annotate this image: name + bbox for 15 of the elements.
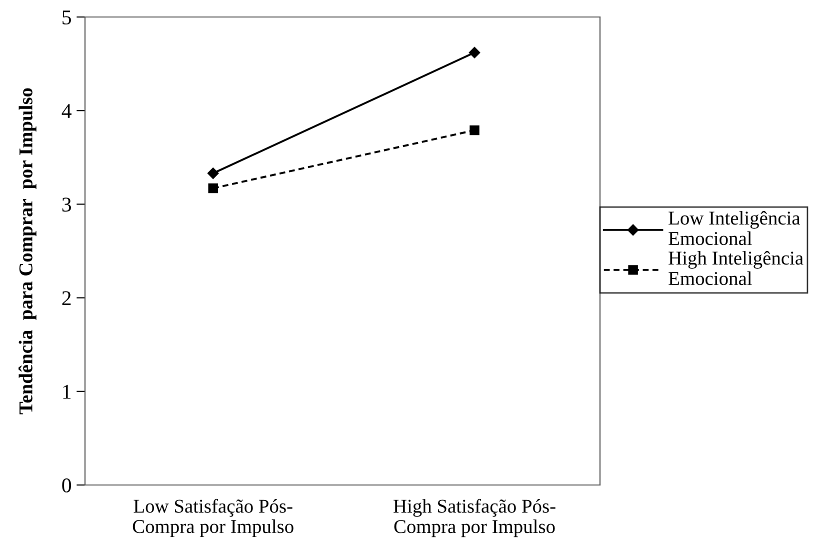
y-tick-label: 4 xyxy=(62,104,72,118)
point xyxy=(468,46,480,58)
legend-label: High Inteligência Emocional xyxy=(668,250,804,286)
x-tick-label: High Satisfação Pós- Compra por Impulso xyxy=(394,498,556,538)
legend-label: Low Inteligência Emocional xyxy=(668,210,800,246)
y-tick-label: 0 xyxy=(62,478,72,492)
y-tick-label: 5 xyxy=(62,10,71,24)
y-tick-label: 2 xyxy=(62,291,71,306)
point xyxy=(208,183,218,194)
x-tick-label: Low Satisfação Pós- Compra por Impulso xyxy=(132,498,294,538)
y-tick-label: 1 xyxy=(63,384,71,399)
y-tick-label: 3 xyxy=(62,198,71,212)
point xyxy=(470,125,480,136)
y-axis-title: Tendência para Comprar por Impulso xyxy=(18,88,36,414)
point xyxy=(207,168,219,179)
